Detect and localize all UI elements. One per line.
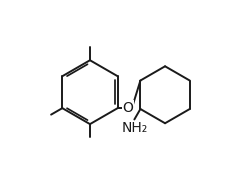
Text: O: O xyxy=(123,101,133,115)
Text: NH₂: NH₂ xyxy=(121,121,147,135)
